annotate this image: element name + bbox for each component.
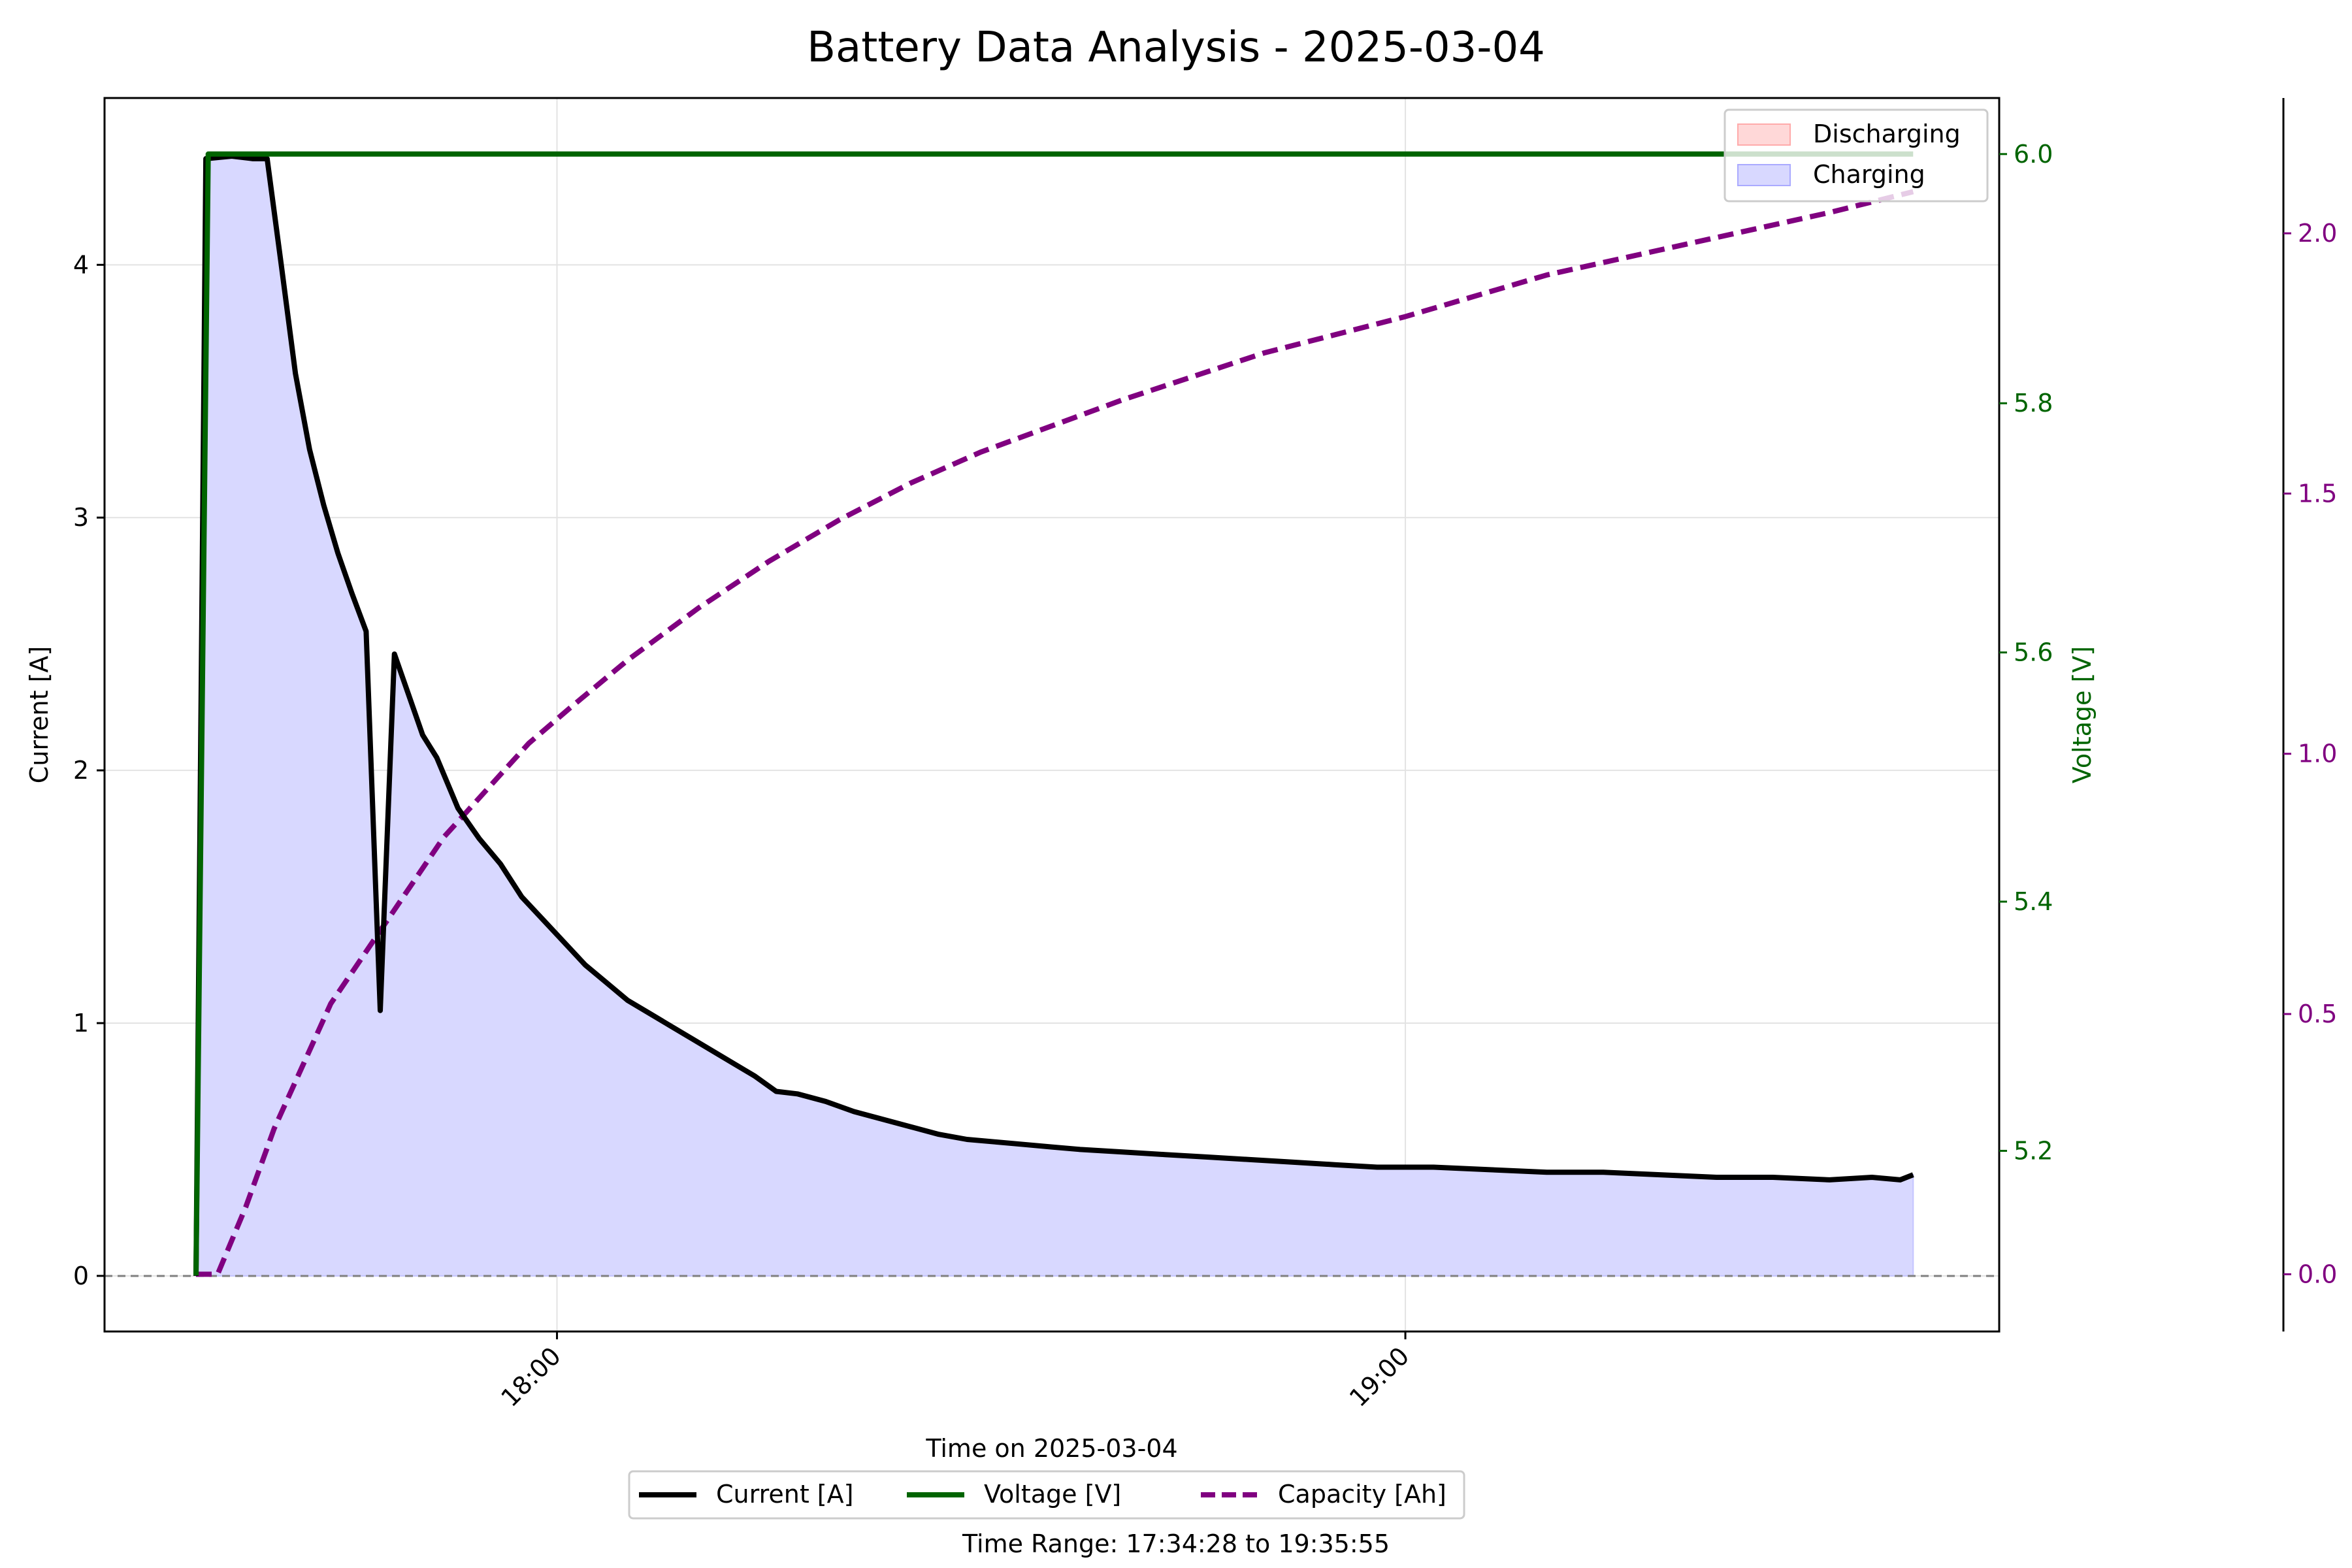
- current-tick-label: 0: [73, 1262, 89, 1290]
- current-legend-label: Current [A]: [716, 1480, 853, 1509]
- capacity-line: [196, 189, 1914, 1277]
- charging-area: [195, 155, 1914, 1277]
- plot-frame: [103, 97, 2001, 1333]
- x-tick-label: 18:00: [495, 1341, 566, 1413]
- capacity-tick-label: 0.5: [2298, 1000, 2337, 1028]
- current-tick-label: 3: [73, 503, 89, 532]
- discharging-legend-label: Discharging: [1813, 120, 1961, 148]
- chart-title: Battery Data Analysis - 2025-03-04: [807, 24, 1545, 72]
- discharging-swatch: [1737, 123, 1791, 146]
- capacity-legend-label: Capacity [Ah]: [1278, 1480, 1446, 1509]
- voltage-tick-label: 5.2: [2014, 1136, 2053, 1165]
- voltage-tick-label: 6.0: [2014, 140, 2053, 169]
- current-axis-label: Current [A]: [25, 646, 54, 783]
- voltage-tick-label: 5.6: [2014, 638, 2053, 667]
- fill-legend: Discharging Charging: [1723, 108, 1989, 203]
- charging-legend-label: Charging: [1813, 160, 1925, 189]
- series-layer: [193, 151, 1914, 1277]
- x-tick-label: 19:00: [1344, 1341, 1415, 1413]
- voltage-line: [193, 151, 1914, 1276]
- voltage-tick-label: 5.4: [2014, 887, 2053, 916]
- current-tick-label: 2: [73, 756, 89, 785]
- series-legend-box: [628, 1470, 1465, 1520]
- capacity-tick-label: 0.0: [2298, 1260, 2337, 1288]
- charging-swatch: [1737, 164, 1791, 186]
- charging-fill-layer: [195, 155, 1914, 1277]
- capacity-tick-label: 1.0: [2298, 740, 2337, 768]
- current-line: [193, 154, 1914, 1276]
- voltage-tick-label: 5.8: [2014, 389, 2053, 417]
- capacity-tick-label: 1.5: [2298, 479, 2337, 508]
- current-tick-label: 1: [73, 1009, 89, 1037]
- time-range-note: Time Range: 17:34:28 to 19:35:55: [962, 1529, 1390, 1558]
- capacity-tick-label: 2.0: [2298, 219, 2337, 248]
- series-legend: Current [A] Voltage [V] Capacity [Ah]: [628, 1470, 1465, 1520]
- voltage-legend-label: Voltage [V]: [984, 1480, 1121, 1509]
- x-axis-label: Time on 2025-03-04: [925, 1434, 1177, 1463]
- voltage-axis-label: Voltage [V]: [2068, 646, 2097, 783]
- current-tick-label: 4: [73, 250, 89, 279]
